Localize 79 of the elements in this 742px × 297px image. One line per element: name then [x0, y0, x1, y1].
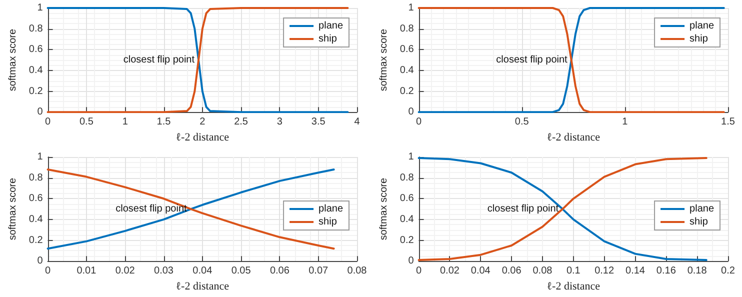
x-tick-label: 0.14 [626, 265, 646, 276]
y-axis-title: softmax score [8, 28, 18, 92]
y-tick-label: 0.6 [28, 44, 44, 56]
x-tick-label: 0.16 [656, 265, 676, 276]
x-tick-label: 0.5 [80, 116, 94, 128]
x-tick-label: 0 [416, 265, 422, 276]
x-tick-label: 0.04 [470, 265, 491, 276]
y-tick-label: 0 [408, 106, 414, 118]
x-tick-label: 4 [354, 116, 360, 128]
x-tick-label: 0.02 [115, 265, 136, 276]
x-tick-label: 0 [45, 265, 52, 276]
x-tick-label: 0 [45, 116, 52, 128]
y-tick-label: 0.2 [400, 86, 414, 97]
y-tick-label: 0.4 [400, 213, 414, 224]
legend-label: plane [318, 203, 344, 214]
x-tick-label: 0.2 [721, 265, 736, 276]
x-axis-title: ℓ-2 distance [546, 280, 600, 292]
x-tick-label: 3.5 [311, 116, 326, 128]
line-series [418, 7, 725, 114]
x-tick-label: 0 [416, 116, 422, 128]
y-tick-label: 0.6 [400, 44, 414, 56]
y-axis-title: softmax score [378, 176, 390, 240]
y-tick-label: 0.6 [400, 192, 414, 204]
x-tick-label: 0.07 [308, 265, 329, 276]
x-tick-label: 3 [276, 116, 283, 128]
annotation: closest flip point [123, 54, 195, 66]
legend-label: ship [690, 34, 708, 44]
line-series [46, 7, 349, 114]
x-tick-label: 0.1 [566, 265, 581, 276]
annotation: closest flip point [116, 203, 188, 214]
x-tick-label: 0.06 [270, 265, 290, 276]
y-tick-label: 0.8 [28, 172, 44, 183]
y-tick-label: 0.8 [28, 23, 44, 34]
y-axis-title: softmax score [378, 28, 390, 92]
x-tick-label: 1.5 [156, 116, 172, 128]
y-tick-label: 0.2 [28, 86, 44, 97]
y-tick-label: 1 [408, 151, 414, 162]
legend-label: ship [318, 216, 338, 227]
x-tick-label: 0.06 [502, 265, 522, 276]
y-tick-label: 0.4 [400, 64, 414, 76]
y-tick-label: 1 [408, 2, 414, 14]
x-tick-label: 0.03 [154, 265, 174, 276]
y-tick-label: 0 [408, 255, 414, 266]
x-tick-label: 0.12 [594, 265, 614, 276]
y-tick-label: 0.4 [28, 213, 44, 224]
annotation: closest flip point [487, 203, 559, 214]
y-tick-label: 0 [37, 255, 44, 266]
y-tick-label: 0.8 [400, 23, 414, 34]
x-tick-label: 0.08 [532, 265, 553, 276]
x-tick-label: 0.02 [440, 265, 460, 276]
annotation: closest flip point [496, 54, 568, 66]
legend-label: ship [318, 34, 338, 44]
y-tick-label: 0 [37, 106, 44, 118]
x-tick-label: 1 [122, 116, 128, 128]
x-tick-label: 1 [622, 116, 628, 128]
y-axis-title: softmax score [8, 176, 18, 240]
legend-label: plane [318, 20, 344, 32]
x-tick-label: 0.18 [687, 265, 708, 276]
x-axis-title: ℓ-2 distance [176, 132, 230, 144]
x-tick-label: 1.5 [721, 116, 736, 128]
y-tick-label: 0.2 [28, 234, 44, 246]
y-tick-label: 0.6 [28, 192, 44, 204]
x-axis-title: ℓ-2 distance [176, 280, 230, 292]
x-tick-label: 0.05 [231, 265, 252, 276]
y-tick-label: 0.2 [400, 234, 414, 246]
x-tick-label: 2 [200, 116, 206, 128]
legend-label: plane [690, 203, 714, 214]
x-tick-label: 0.08 [347, 265, 368, 276]
y-tick-label: 0.8 [400, 172, 414, 183]
x-tick-label: 0.5 [514, 116, 530, 128]
y-tick-label: 1 [37, 151, 44, 162]
y-tick-label: 1 [37, 2, 44, 14]
legend-label: plane [690, 20, 714, 32]
y-tick-label: 0.4 [28, 64, 44, 76]
legend-label: ship [690, 216, 708, 227]
x-tick-label: 0.01 [76, 265, 97, 276]
x-tick-label: 2.5 [234, 116, 248, 128]
x-tick-label: 0.04 [192, 265, 213, 276]
x-axis-title: ℓ-2 distance [546, 132, 600, 144]
